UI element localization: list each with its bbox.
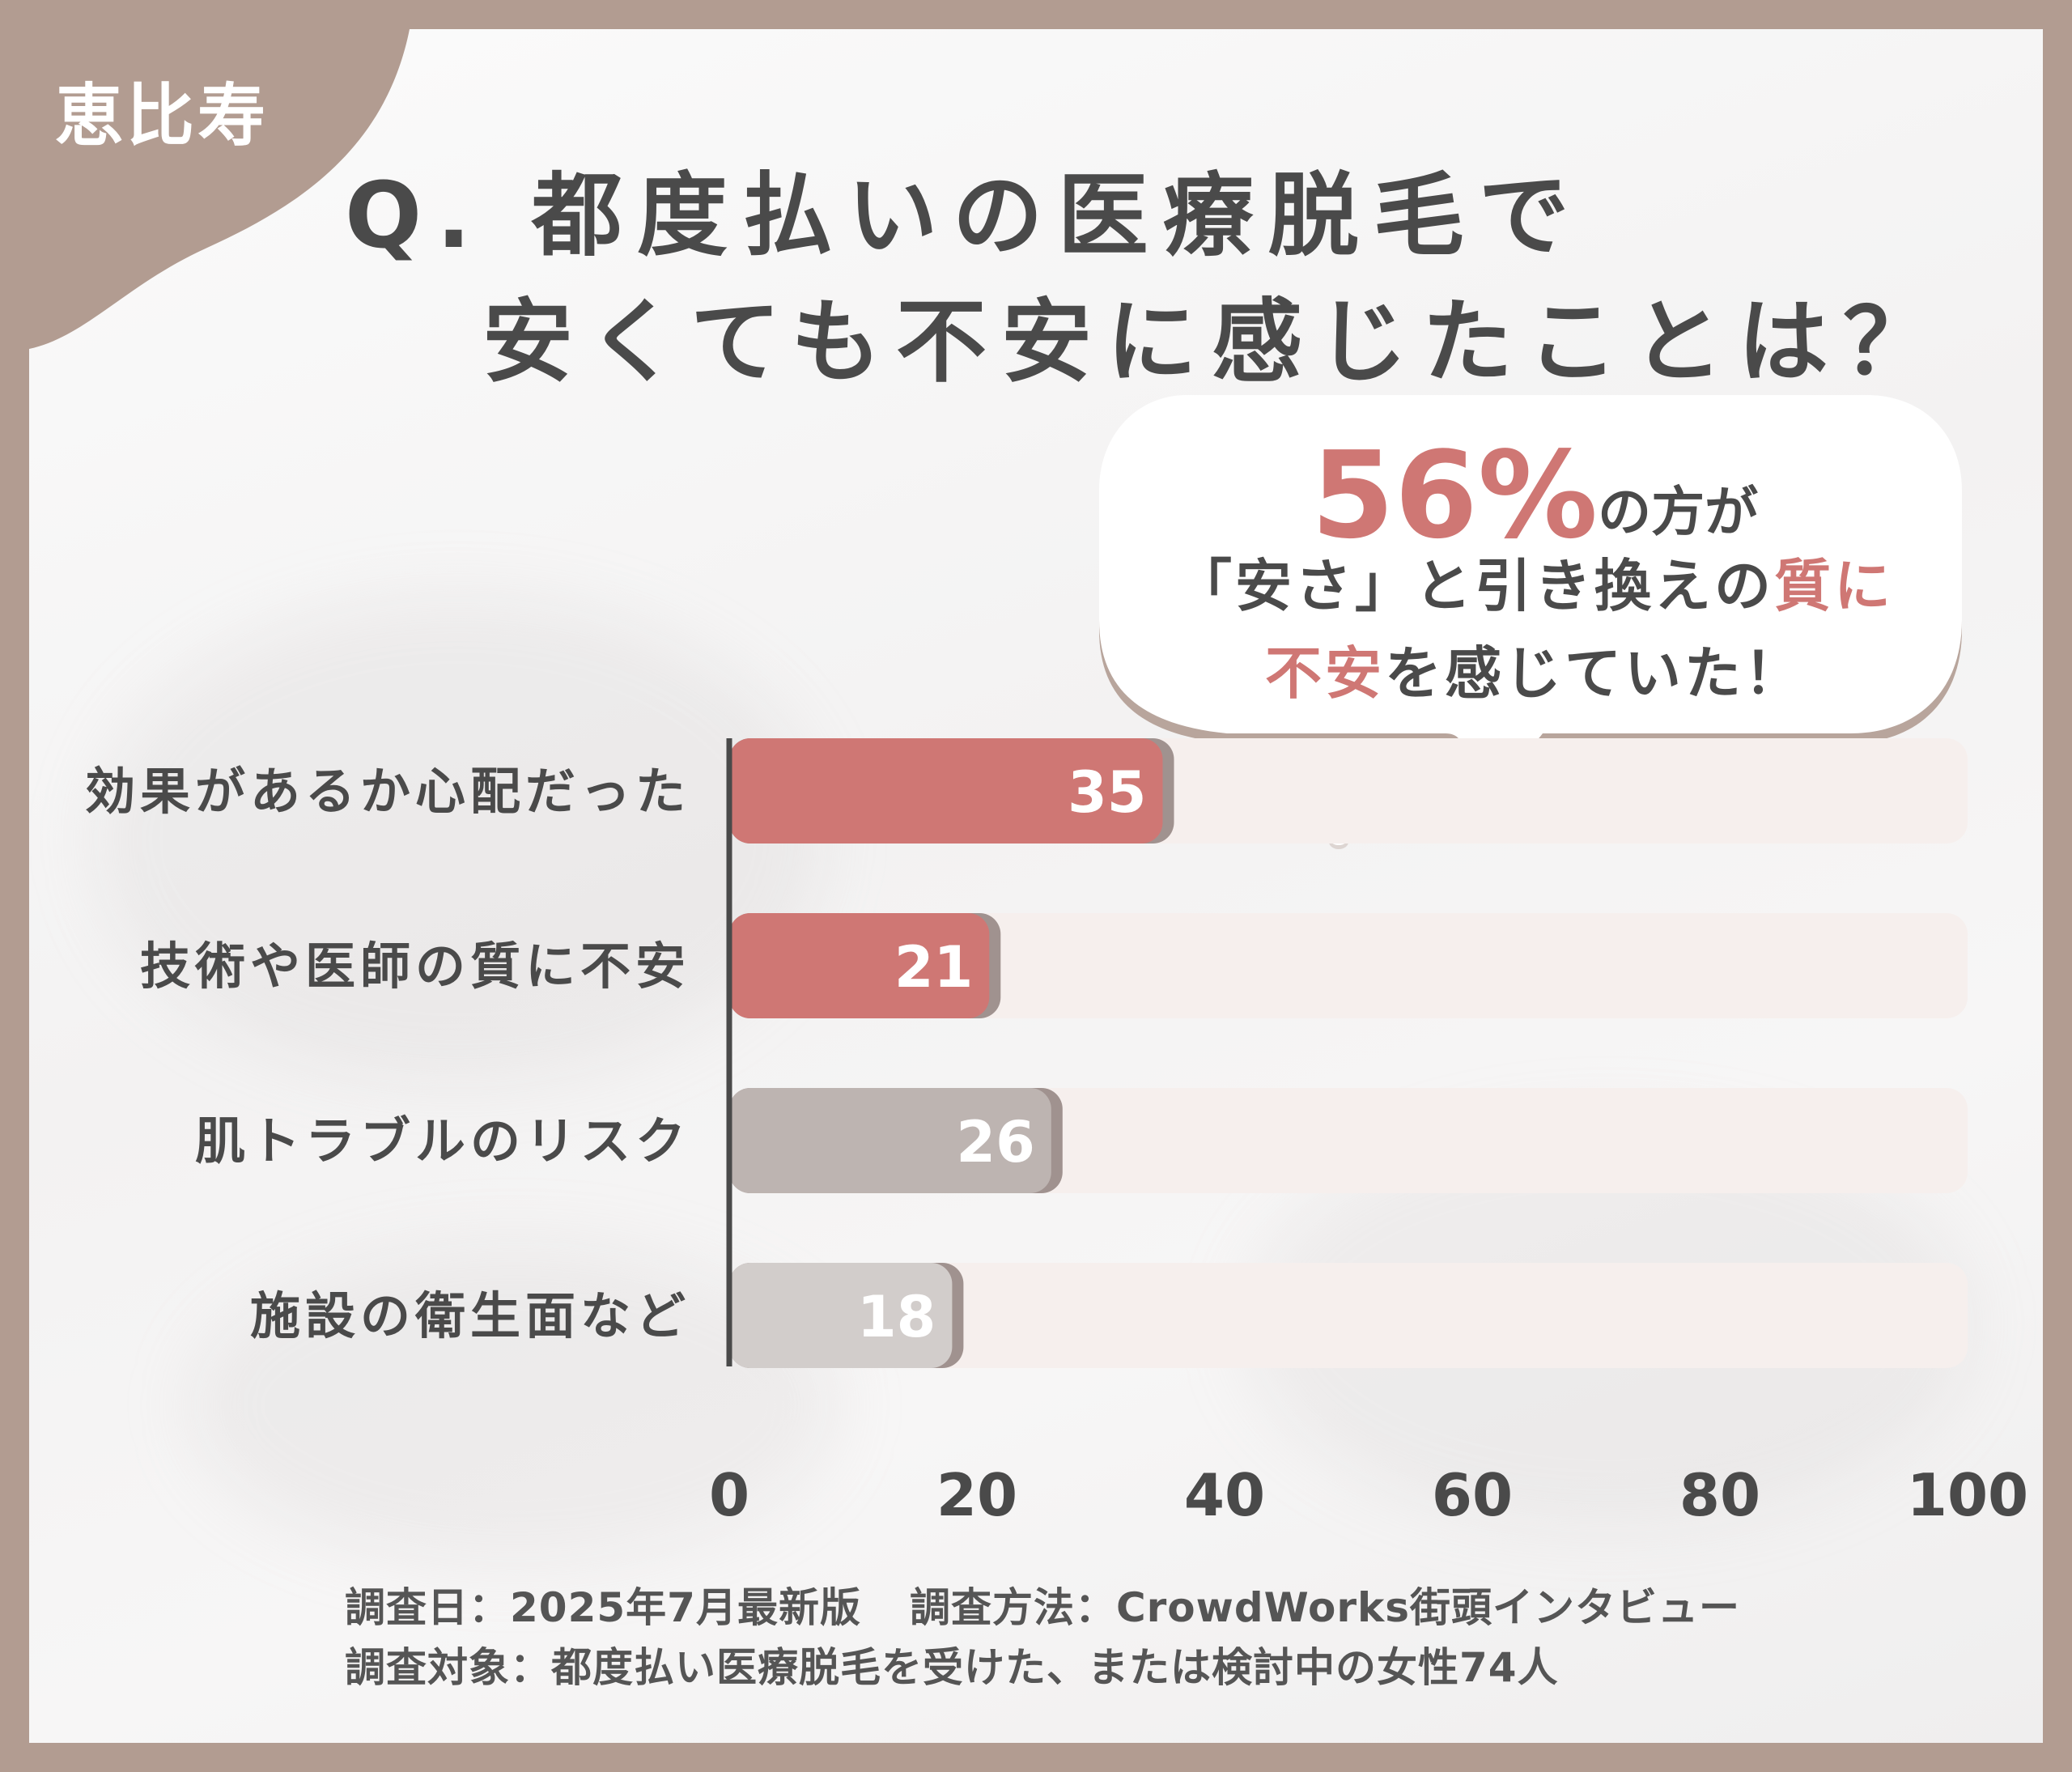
bar <box>729 913 990 1018</box>
question-title-line2: 安くても不安に感じたことは？ <box>482 290 1949 395</box>
callout-line3-b: を感じていた！ <box>1385 640 1804 707</box>
callout-percent: 56% <box>1310 426 1599 565</box>
bar-value-label: 18 <box>857 1284 936 1350</box>
area-label: 恵比寿 <box>55 76 270 155</box>
background-shadow <box>94 596 822 1081</box>
callout-line2: 「安さ」と引き換えの質に <box>1130 541 1939 623</box>
callout-line1-rest: の方が <box>1598 481 1759 543</box>
bar <box>729 1263 953 1368</box>
category-label: 肌トラブルのリスク <box>195 1111 690 1171</box>
question-title-line1: Q. 都度払いの医療脱毛で <box>345 164 1584 269</box>
x-tick-label: 80 <box>1679 1461 1760 1529</box>
callout-line2-highlight: 質に <box>1774 553 1894 619</box>
area-corner-shape <box>29 29 410 349</box>
callout-line3-highlight: 不安 <box>1265 640 1385 707</box>
survey-target: 調査対象：都度払い医療脱毛を受けた、または検討中の女性74人 <box>345 1644 1559 1691</box>
category-label: 技術や医師の質に不安 <box>140 937 690 996</box>
speech-bubble <box>1099 395 1962 800</box>
bar-chart: 35 効果があるか心配だった 21 技術や医師の質に不安 26 肌トラブルのリスク 18 施設… <box>85 738 2028 1529</box>
callout-line2-a: 「安さ」と引き換えの <box>1175 553 1774 619</box>
callout-line3: 不安を感じていた！ <box>1130 628 1939 710</box>
x-tick-label: 0 <box>709 1461 749 1529</box>
survey-date: 調査日：2025年7月最新版 <box>345 1584 861 1631</box>
bar <box>729 738 1163 844</box>
x-tick-label: 40 <box>1184 1461 1265 1529</box>
callout-line1: 56%の方が <box>1130 426 1939 565</box>
bar-value-label: 35 <box>1068 759 1146 826</box>
category-label: 施設の衛生面など <box>250 1286 690 1345</box>
bar-value-label: 26 <box>956 1109 1034 1175</box>
x-tick-label: 60 <box>1432 1461 1513 1529</box>
infographic-card: 恵比寿 Q. 都度払いの医療脱毛で 安くても不安に感じたことは？ 56%の方が … <box>29 29 2043 1743</box>
bar-track <box>729 1263 1968 1368</box>
x-tick-label: 20 <box>936 1461 1017 1529</box>
category-label: 効果があるか心配だった <box>85 762 690 821</box>
bar-value-label: 21 <box>894 934 973 1001</box>
bar-track <box>729 913 1968 1018</box>
bar <box>729 1088 1051 1193</box>
survey-info-line1: 調査日：2025年7月最新版 調査方法：CrowdWorks街頭インタビュー <box>345 1575 1740 1634</box>
survey-method: 調査方法：CrowdWorks街頭インタビュー <box>909 1584 1741 1631</box>
x-tick-label: 100 <box>1907 1461 2028 1529</box>
